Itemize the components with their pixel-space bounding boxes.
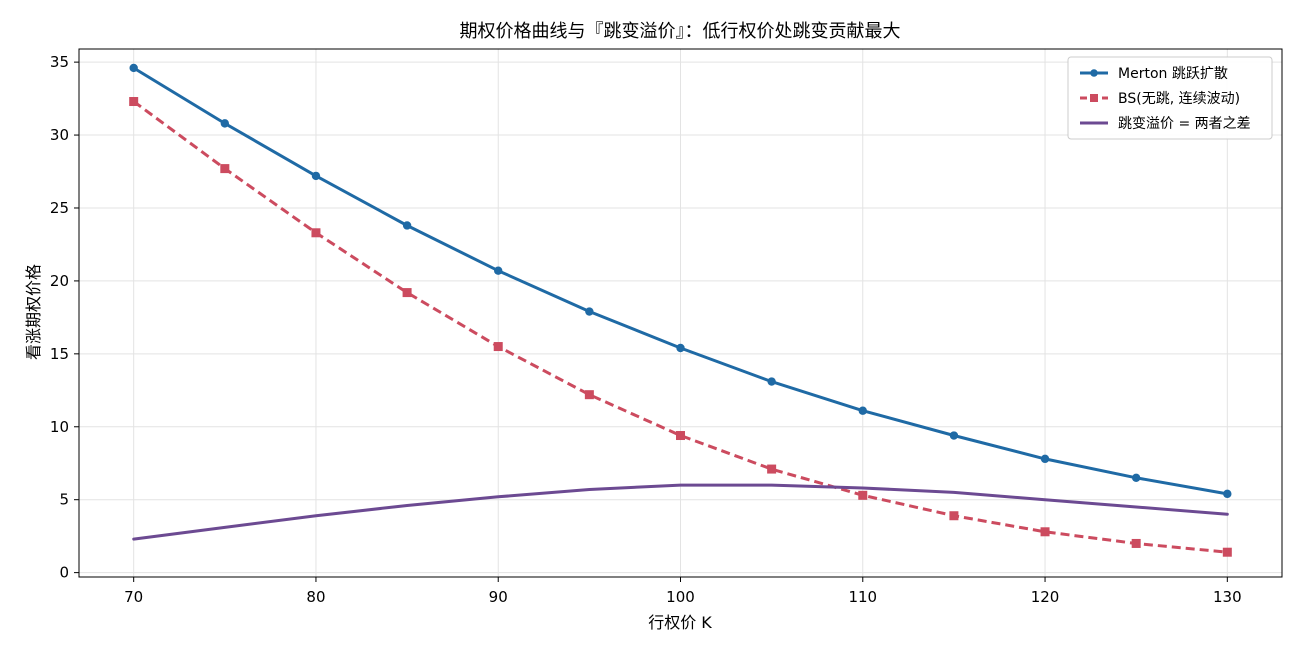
data-point — [584, 390, 594, 400]
data-point — [858, 490, 868, 500]
legend-label: Merton 跳跃扩散 — [1118, 66, 1228, 82]
data-point — [1040, 527, 1050, 537]
data-point — [767, 464, 777, 474]
y-tick-label: 35 — [50, 53, 69, 71]
x-tick-label: 130 — [1213, 588, 1242, 606]
data-point — [402, 221, 412, 230]
data-point — [493, 342, 503, 352]
data-point — [949, 431, 959, 440]
x-tick-label: 120 — [1031, 588, 1060, 606]
chart-title: 期权价格曲线与『跳变溢价』：低行权价处跳变贡献最大 — [460, 21, 901, 42]
legend-label: 跳变溢价 = 两者之差 — [1118, 116, 1251, 132]
x-tick-label: 70 — [124, 588, 143, 606]
y-tick-label: 10 — [50, 418, 69, 436]
data-point — [949, 511, 959, 521]
x-tick-label: 90 — [489, 588, 508, 606]
data-point — [311, 171, 321, 181]
legend-marker — [1090, 94, 1098, 102]
y-tick-label: 5 — [59, 491, 69, 509]
data-point — [585, 307, 594, 316]
data-point — [220, 164, 230, 174]
y-tick-label: 30 — [50, 126, 69, 144]
x-tick-label: 80 — [306, 588, 325, 606]
x-tick-label: 100 — [666, 588, 695, 606]
x-axis-label: 行权价 K — [648, 613, 712, 632]
data-point — [220, 119, 230, 128]
y-tick-label: 20 — [50, 272, 69, 290]
y-tick-label: 25 — [50, 199, 69, 217]
y-tick-label: 15 — [50, 345, 69, 363]
data-point — [129, 63, 138, 73]
y-tick-label: 0 — [59, 564, 69, 582]
series-line — [132, 483, 1229, 541]
series-1 — [129, 63, 1232, 499]
data-point — [1040, 454, 1050, 464]
series-2 — [129, 97, 1232, 557]
x-tick-label: 110 — [848, 588, 877, 606]
legend-marker — [1090, 69, 1098, 77]
data-point — [676, 343, 685, 353]
data-point — [858, 406, 867, 415]
data-point — [1131, 538, 1141, 548]
y-axis-label: 看涨期权价格 — [24, 264, 43, 360]
series-3 — [132, 483, 1229, 541]
data-point — [1223, 489, 1232, 499]
series-layer — [129, 63, 1232, 557]
data-point — [676, 431, 685, 441]
y-axis-ticks: 0 5 10 15 20 25 30 35 — [50, 53, 79, 582]
legend-box — [1067, 56, 1273, 140]
data-point — [1222, 547, 1232, 557]
data-point — [494, 266, 503, 275]
legend-label: BS(无跳, 连续波动) — [1118, 90, 1240, 107]
x-axis-ticks: 70 80 90 100 110 120 130 — [124, 577, 1242, 606]
data-point — [311, 228, 321, 238]
data-point — [402, 288, 412, 298]
data-point — [767, 377, 776, 386]
legend: Merton 跳跃扩散 BS(无跳, 连续波动) 跳变溢价 = 两者之差 — [1067, 56, 1273, 140]
data-point — [129, 97, 139, 107]
data-point — [1131, 473, 1141, 483]
